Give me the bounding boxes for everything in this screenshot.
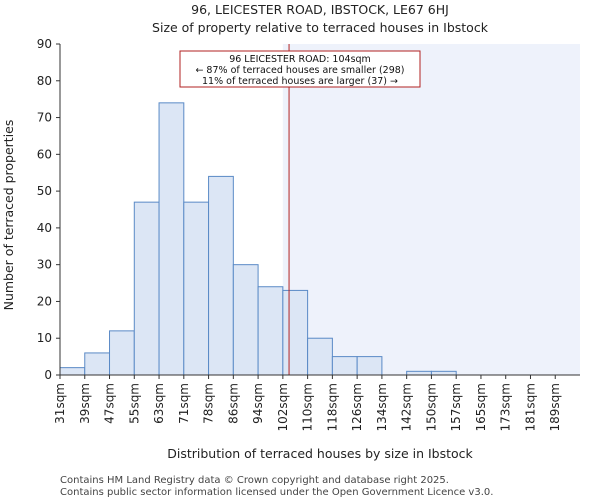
bar-78sqm (208, 175, 234, 376)
bar-31sqm (59, 367, 86, 376)
bar-118sqm (331, 356, 358, 376)
bars (59, 102, 457, 376)
annotation-line-3: 11% of terraced houses are larger (37) → (202, 76, 398, 87)
axes (59, 44, 580, 376)
bar-39sqm (84, 352, 111, 376)
x-axis-label: Distribution of terraced houses by size … (167, 446, 473, 461)
x-tick-label: 165sqm (474, 383, 488, 431)
bar-150sqm (430, 370, 457, 376)
footer-line-1: Contains HM Land Registry data © Crown c… (60, 475, 449, 486)
x-tick-label: 150sqm (424, 383, 438, 431)
bar-55sqm (133, 201, 160, 376)
annotation-line-1: 96 LEICESTER ROAD: 104sqm (229, 54, 371, 65)
x-tick-label: 71sqm (177, 383, 191, 424)
bar-142sqm (406, 370, 432, 376)
bar-126sqm (356, 356, 383, 376)
y-tick-label: 60 (37, 147, 52, 161)
y-tick-label: 90 (37, 37, 52, 51)
x-tick-label: 47sqm (103, 383, 117, 424)
bar-63sqm (158, 102, 185, 376)
x-tick-label: 189sqm (548, 383, 562, 431)
bar-86sqm (232, 264, 259, 376)
annotation-line-2: ← 87% of terraced houses are smaller (29… (195, 65, 404, 76)
x-tick-label: 142sqm (400, 383, 414, 431)
x-tick-label: 126sqm (350, 383, 364, 431)
x-tick-label: 157sqm (449, 383, 463, 431)
y-tick-label: 50 (37, 184, 52, 198)
y-axis-ticks: 0 10 20 30 40 50 60 70 80 90 (37, 37, 60, 382)
x-tick-label: 110sqm (301, 383, 315, 431)
x-tick-label: 118sqm (325, 383, 339, 431)
x-tick-label: 55sqm (127, 383, 141, 424)
x-tick-label: 86sqm (226, 383, 240, 424)
x-tick-label: 173sqm (499, 383, 513, 431)
annotation-box: 96 LEICESTER ROAD: 104sqm ← 87% of terra… (179, 50, 421, 88)
bar-47sqm (109, 330, 135, 376)
chart-subtitle: Size of property relative to terraced ho… (152, 20, 489, 35)
x-tick-label: 94sqm (251, 383, 265, 424)
x-tick-label: 39sqm (78, 383, 92, 424)
y-tick-label: 10 (37, 331, 52, 345)
y-tick-label: 70 (37, 111, 52, 125)
larger-properties-region (282, 44, 580, 375)
x-tick-label: 134sqm (375, 383, 389, 431)
y-tick-label: 30 (37, 258, 52, 272)
highlight-region (282, 44, 580, 375)
bar-71sqm (183, 201, 210, 376)
y-axis-label: Number of terraced properties (1, 120, 16, 311)
y-tick-label: 20 (37, 294, 52, 308)
bar-94sqm (257, 286, 284, 376)
y-tick-label: 40 (37, 221, 52, 235)
bar-102sqm (282, 289, 309, 376)
bar-110sqm (307, 337, 333, 376)
x-tick-label: 181sqm (523, 383, 537, 431)
x-tick-label: 63sqm (152, 383, 166, 424)
chart-title: 96, LEICESTER ROAD, IBSTOCK, LE67 6HJ (191, 2, 449, 17)
x-tick-label: 31sqm (53, 383, 67, 424)
x-axis-ticks: 31sqm 39sqm 47sqm 55sqm 63sqm 71sqm 78sqm 86sqm… (53, 375, 562, 431)
footer-line-2: Contains public sector information licen… (60, 487, 493, 498)
x-tick-label: 78sqm (202, 383, 216, 424)
y-tick-label: 80 (37, 74, 52, 88)
y-tick-label: 0 (44, 368, 52, 382)
annotation-frame (179, 50, 421, 88)
x-tick-label: 102sqm (276, 383, 290, 431)
